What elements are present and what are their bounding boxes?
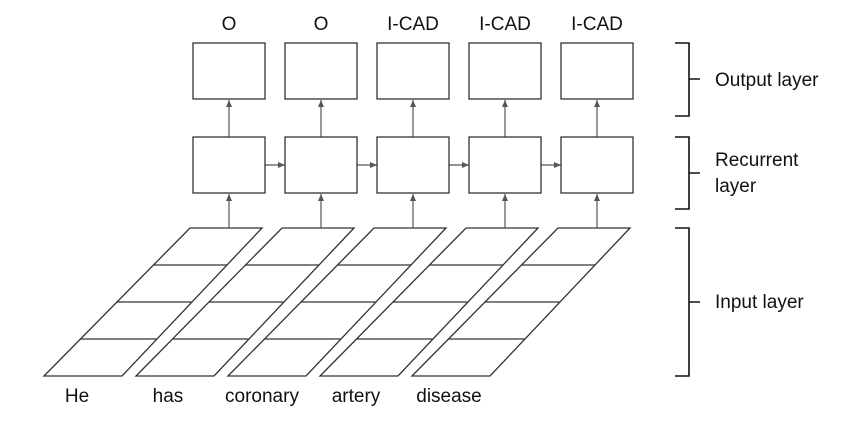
output-tag-label: O: [314, 14, 329, 35]
output-unit-1: [192, 42, 266, 100]
input-word-labels: He has coronary artery disease: [65, 386, 482, 407]
input-layer-brace: [675, 227, 700, 377]
output-unit-3: [376, 42, 450, 100]
output-tag-labels: O O I-CAD I-CAD I-CAD: [222, 14, 623, 35]
recurrent-unit-4: [468, 136, 542, 194]
recurrent-layer-brace: [675, 136, 700, 210]
output-layer-group: [192, 42, 634, 100]
recurrent-layer-group: [192, 136, 634, 194]
output-tag-label: I-CAD: [387, 14, 439, 35]
input-word-label: artery: [332, 386, 381, 407]
output-layer-brace: [675, 42, 700, 117]
recurrent-unit-5: [560, 136, 634, 194]
recurrent-layer-label-line2: layer: [715, 176, 757, 197]
input-layer-group: [42, 227, 632, 377]
output-tag-label: I-CAD: [479, 14, 531, 35]
input-word-label: has: [153, 386, 184, 407]
output-tag-label: O: [222, 14, 237, 35]
output-tag-label: I-CAD: [571, 14, 623, 35]
output-unit-5: [560, 42, 634, 100]
output-layer-label: Output layer: [715, 70, 819, 91]
recurrent-unit-2: [284, 136, 358, 194]
input-word-label: disease: [416, 386, 482, 407]
input-word-label: He: [65, 386, 89, 407]
recurrent-unit-3: [376, 136, 450, 194]
output-unit-4: [468, 42, 542, 100]
output-unit-2: [284, 42, 358, 100]
recurrent-unit-1: [192, 136, 266, 194]
vertical-arrows-group: [226, 100, 600, 228]
input-word-label: coronary: [225, 386, 299, 407]
input-layer-label: Input layer: [715, 292, 804, 313]
recurrent-layer-label-line1: Recurrent: [715, 150, 799, 171]
